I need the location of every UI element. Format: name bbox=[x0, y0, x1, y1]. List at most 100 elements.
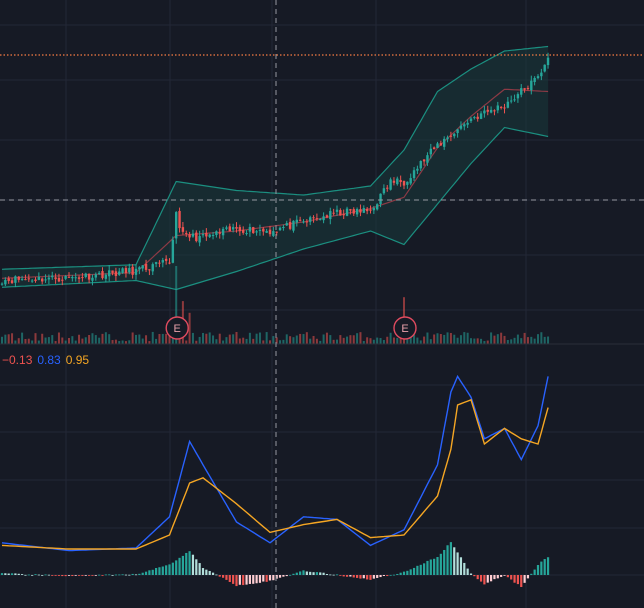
histogram-bar bbox=[423, 563, 426, 575]
candle-body bbox=[218, 232, 221, 234]
volume-bar bbox=[329, 335, 332, 344]
histogram-bar bbox=[222, 575, 225, 578]
histogram-bar bbox=[479, 575, 483, 582]
volume-bar bbox=[476, 338, 479, 344]
volume-bars bbox=[1, 266, 550, 344]
candle-body bbox=[546, 57, 550, 66]
candle-body bbox=[171, 239, 175, 263]
histogram-bar bbox=[205, 569, 208, 575]
volume-bar bbox=[195, 340, 198, 344]
candle-body bbox=[332, 212, 335, 214]
volume-bar bbox=[165, 333, 168, 344]
histogram-bar bbox=[302, 570, 305, 575]
histogram-bar bbox=[459, 557, 463, 575]
candle-body bbox=[493, 110, 496, 112]
candle-body bbox=[422, 159, 426, 162]
volume-bar bbox=[500, 332, 503, 344]
histogram-bar bbox=[315, 572, 318, 575]
histogram-bar bbox=[453, 547, 456, 575]
volume-bar bbox=[34, 333, 37, 344]
volume-bar bbox=[490, 332, 493, 344]
histogram-bar bbox=[262, 575, 265, 582]
volume-bar bbox=[78, 334, 81, 344]
histogram-bar bbox=[7, 573, 10, 575]
volume-bar bbox=[543, 336, 546, 344]
volume-bar bbox=[416, 337, 419, 344]
volume-bar bbox=[14, 340, 17, 344]
histogram-bar bbox=[67, 575, 71, 576]
candle-body bbox=[258, 229, 262, 231]
candle-body bbox=[111, 270, 114, 273]
histogram-bar bbox=[345, 575, 349, 577]
candle-body bbox=[329, 211, 332, 220]
histogram-bar bbox=[299, 571, 302, 575]
candle-body bbox=[168, 262, 171, 264]
histogram-bar bbox=[342, 575, 345, 577]
volume-bar bbox=[212, 335, 215, 344]
candle-body bbox=[399, 179, 402, 183]
candle-body bbox=[513, 99, 516, 101]
histogram-bar bbox=[64, 575, 67, 577]
histogram-bar bbox=[232, 575, 235, 584]
histogram-bar bbox=[47, 574, 50, 576]
candle-body bbox=[496, 105, 499, 111]
candle-body bbox=[483, 110, 486, 114]
volume-bar bbox=[523, 332, 526, 344]
candle-body bbox=[158, 262, 161, 264]
volume-bar bbox=[446, 332, 449, 344]
candle-body bbox=[543, 64, 546, 72]
histogram-bar bbox=[255, 575, 258, 584]
histogram-bar bbox=[483, 575, 486, 585]
candle-body bbox=[215, 231, 218, 235]
price-candles bbox=[0, 52, 550, 288]
candle-body bbox=[349, 209, 352, 211]
histogram-bar bbox=[24, 574, 27, 576]
histogram-bar bbox=[416, 565, 419, 575]
volume-bar bbox=[175, 266, 178, 344]
candle-body bbox=[17, 276, 20, 280]
volume-bar bbox=[336, 339, 338, 344]
histogram-bar bbox=[191, 554, 195, 575]
volume-bar bbox=[339, 335, 342, 344]
candle-body bbox=[285, 223, 288, 226]
histogram-bar bbox=[543, 559, 546, 575]
volume-bar bbox=[409, 334, 412, 344]
histogram-bar bbox=[111, 574, 114, 576]
histogram-bar bbox=[366, 575, 369, 580]
volume-bar bbox=[443, 334, 446, 344]
volume-bar bbox=[349, 335, 352, 344]
candle-body bbox=[252, 227, 255, 234]
histogram-bar bbox=[379, 575, 382, 578]
volume-bar bbox=[379, 338, 382, 344]
volume-bar bbox=[325, 332, 328, 344]
volume-bar bbox=[513, 337, 516, 344]
candle-body bbox=[57, 277, 61, 282]
volume-bar bbox=[506, 339, 509, 344]
volume-bar bbox=[547, 336, 550, 344]
histogram-bar bbox=[463, 562, 466, 575]
histogram-bar bbox=[235, 575, 238, 587]
candle-body bbox=[61, 279, 64, 281]
volume-bar bbox=[242, 337, 245, 344]
volume-bar bbox=[456, 337, 459, 344]
histogram-bar bbox=[215, 574, 218, 576]
volume-bar bbox=[131, 332, 134, 344]
volume-bar bbox=[526, 337, 529, 344]
volume-bar bbox=[346, 336, 349, 344]
volume-bar bbox=[61, 337, 64, 344]
volume-bar bbox=[185, 340, 188, 344]
candle-body bbox=[369, 209, 372, 211]
volume-bar bbox=[148, 341, 151, 344]
volume-bar bbox=[302, 334, 305, 344]
candle-body bbox=[392, 180, 396, 183]
histogram-bar bbox=[54, 575, 57, 576]
volume-bar bbox=[342, 337, 345, 344]
volume-bar bbox=[21, 332, 24, 344]
candle-body bbox=[91, 277, 94, 281]
candle-body bbox=[262, 228, 265, 232]
candle-body bbox=[124, 268, 128, 274]
volume-bar bbox=[486, 340, 489, 344]
histogram-bar bbox=[376, 575, 379, 578]
histogram-bar bbox=[114, 574, 117, 576]
